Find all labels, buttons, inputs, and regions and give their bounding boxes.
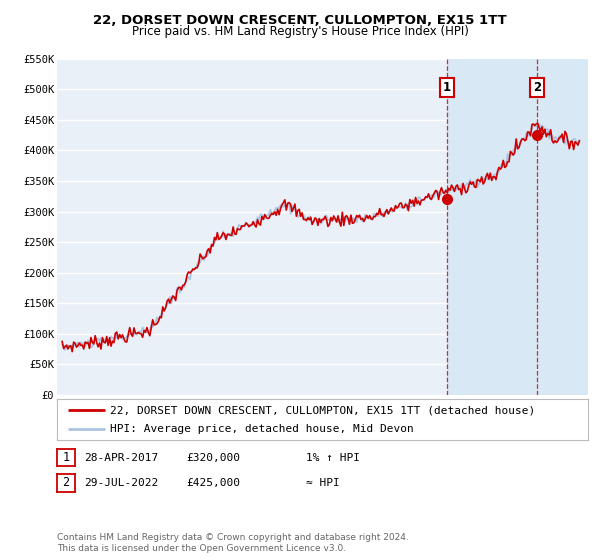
Text: 1% ↑ HPI: 1% ↑ HPI: [306, 452, 360, 463]
Text: 29-JUL-2022: 29-JUL-2022: [84, 478, 158, 488]
Text: 1: 1: [443, 81, 451, 94]
Text: 22, DORSET DOWN CRESCENT, CULLOMPTON, EX15 1TT: 22, DORSET DOWN CRESCENT, CULLOMPTON, EX…: [93, 14, 507, 27]
Text: 2: 2: [62, 476, 70, 489]
Text: £425,000: £425,000: [186, 478, 240, 488]
Text: 28-APR-2017: 28-APR-2017: [84, 452, 158, 463]
Text: HPI: Average price, detached house, Mid Devon: HPI: Average price, detached house, Mid …: [110, 424, 414, 433]
Text: Price paid vs. HM Land Registry's House Price Index (HPI): Price paid vs. HM Land Registry's House …: [131, 25, 469, 38]
Text: ≈ HPI: ≈ HPI: [306, 478, 340, 488]
Bar: [447, 59, 588, 395]
Text: £320,000: £320,000: [186, 452, 240, 463]
Text: Contains HM Land Registry data © Crown copyright and database right 2024.
This d: Contains HM Land Registry data © Crown c…: [57, 533, 409, 553]
Text: 2: 2: [533, 81, 542, 94]
Text: 22, DORSET DOWN CRESCENT, CULLOMPTON, EX15 1TT (detached house): 22, DORSET DOWN CRESCENT, CULLOMPTON, EX…: [110, 405, 535, 415]
Text: 1: 1: [62, 451, 70, 464]
